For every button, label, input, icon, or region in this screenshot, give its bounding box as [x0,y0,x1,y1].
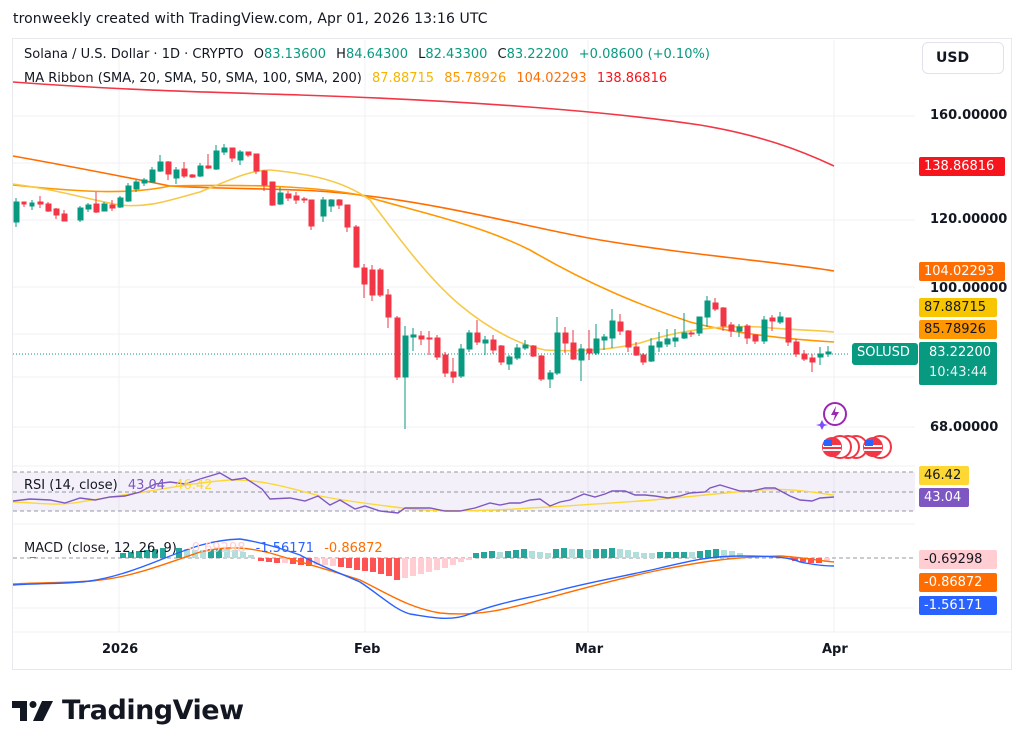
bar-countdown: 10:43:44 [929,365,988,380]
macd-tag: -1.56171 [919,596,997,615]
currency-button[interactable]: USD [922,42,1004,74]
chart-credit: tronweekly created with TradingView.com,… [13,11,488,27]
sma100-price-tag: 104.02293 [919,262,1005,281]
symbol-legend[interactable]: Solana / U.S. Dollar · 1D · CRYPTO O83.1… [24,47,710,62]
sma50-value: 85.78926 [444,71,507,86]
high-value: 84.64300 [345,47,408,62]
tradingview-brand: TradingView [62,695,244,726]
time-tick-mar: Mar [575,642,604,657]
time-tick-feb: Feb [354,642,381,657]
price-tick-160: 160.00000 [930,108,1008,123]
tradingview-logo-icon [12,700,53,721]
chart-frame [12,38,1012,670]
macd-histogram-tag: -0.69298 [919,550,997,569]
sma50-line [12,184,835,343]
rsi-ma-line [12,479,835,512]
sma20-price-tag: 87.88715 [919,298,997,317]
symbol-tag: SOLUSD [852,343,918,365]
grid-lines [13,40,1011,633]
rsi-ma-value: 46.42 [175,478,213,493]
ideas-lightning-icon [816,402,847,430]
close-value: 83.22200 [506,47,569,62]
sma200-line [12,81,835,167]
rsi-ma-tag: 46.42 [919,466,969,485]
sma20-value: 87.88715 [372,71,435,86]
macd-signal-tag: -0.86872 [919,573,997,592]
change-value: +0.08600 (+0.10%) [578,47,710,62]
sma100-line [12,155,835,272]
last-price-tag: 83.22200 10:43:44 [919,342,997,385]
open-value: 83.13600 [263,47,327,62]
price-tick-120: 120.00000 [930,212,1008,227]
low-value: 82.43300 [425,47,488,62]
sma200-value: 138.86816 [596,71,668,86]
rsi-legend[interactable]: RSI (14, close) 43.04 46.42 [24,478,218,493]
sma20-line [12,169,835,352]
macd-legend[interactable]: MACD (close, 12, 26, 9) -0.69298 -1.5617… [24,541,389,556]
symbol-title[interactable]: Solana / U.S. Dollar · 1D · CRYPTO [24,47,244,62]
ma-ribbon-legend[interactable]: MA Ribbon (SMA, 20, SMA, 50, SMA, 100, S… [24,71,673,86]
sma200-price-tag: 138.86816 [919,157,1005,176]
sma100-value: 104.02293 [516,71,587,86]
candlesticks [13,144,832,429]
rsi-tag: 43.04 [919,488,969,507]
macd-signal-value: -0.86872 [324,541,383,556]
time-tick-2026: 2026 [102,642,139,657]
tradingview-logo[interactable]: TradingView [12,695,244,726]
time-tick-apr: Apr [822,642,848,657]
macd-label[interactable]: MACD (close, 12, 26, 9) [24,541,177,556]
rsi-label[interactable]: RSI (14, close) [24,478,118,493]
rsi-line [12,472,835,514]
rsi-value: 43.04 [127,478,166,493]
macd-histogram-value: -0.69298 [187,541,246,556]
macd-signal-line [12,547,835,615]
price-tick-100: 100.00000 [930,281,1008,296]
macd-line [12,538,835,620]
macd-value: -1.56171 [255,541,315,556]
sma50-price-tag: 85.78926 [919,320,997,339]
us-economic-events-icons [822,435,892,459]
last-price-value: 83.22200 [929,345,992,360]
price-tick-68: 68.00000 [930,420,999,435]
ma-ribbon-label[interactable]: MA Ribbon (SMA, 20, SMA, 50, SMA, 100, S… [24,71,362,86]
